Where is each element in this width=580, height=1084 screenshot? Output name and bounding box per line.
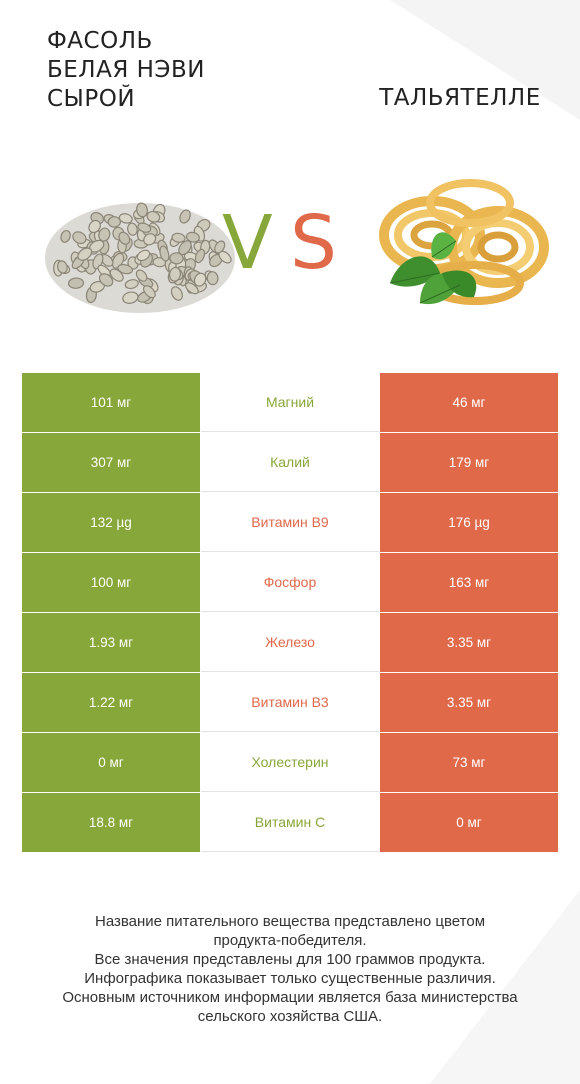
right-value-cell: 0 мг xyxy=(380,793,558,852)
left-title-line: ФАСОЛЬ xyxy=(47,28,153,54)
right-value-cell: 179 мг xyxy=(380,433,558,492)
right-product-title: ТАЛЬЯТЕЛЛЕ xyxy=(379,85,541,111)
right-value-cell: 3.35 мг xyxy=(380,613,558,672)
footer-notes: Название питательного вещества представл… xyxy=(20,912,560,1026)
right-value-cell: 3.35 мг xyxy=(380,673,558,732)
right-value-cell: 73 мг xyxy=(380,733,558,792)
nutrient-name-cell: Фосфор xyxy=(201,553,379,612)
nutrient-name-cell: Витамин C xyxy=(201,793,379,852)
comparison-row: 101 мг Магний 46 мг xyxy=(22,373,558,433)
left-value-cell: 307 мг xyxy=(22,433,200,492)
left-value-cell: 0 мг xyxy=(22,733,200,792)
tagliatelle-image xyxy=(379,179,549,305)
footer-line: Инфографика показывает только существенн… xyxy=(84,970,496,987)
comparison-row: 307 мг Калий 179 мг xyxy=(22,433,558,493)
right-value-cell: 163 мг xyxy=(380,553,558,612)
left-value-cell: 132 µg xyxy=(22,493,200,552)
left-value-cell: 18.8 мг xyxy=(22,793,200,852)
nutrient-name-cell: Холестерин xyxy=(201,733,379,792)
left-value-cell: 100 мг xyxy=(22,553,200,612)
left-title-line: БЕЛАЯ НЭВИ xyxy=(47,57,205,83)
left-value-cell: 101 мг xyxy=(22,373,200,432)
footer-line: Название питательного вещества представл… xyxy=(94,913,486,930)
vs-letter-s: S xyxy=(290,200,337,286)
vs-letter-v: V xyxy=(222,200,273,286)
left-value-cell: 1.93 мг xyxy=(22,613,200,672)
white-beans-image xyxy=(45,202,235,313)
nutrient-name-cell: Витамин B3 xyxy=(201,673,379,732)
left-title-line: СЫРОЙ xyxy=(47,86,136,112)
footer-line: продукта-победителя. xyxy=(213,932,367,949)
left-product-title: ФАСОЛЬ БЕЛАЯ НЭВИ СЫРОЙ xyxy=(47,27,237,114)
footer-line: Основным источником информации является … xyxy=(62,989,518,1006)
nutrient-name-cell: Витамин B9 xyxy=(201,493,379,552)
footer-line: сельского хозяйства США. xyxy=(197,1008,383,1025)
comparison-row: 100 мг Фосфор 163 мг xyxy=(22,553,558,613)
nutrient-name-cell: Калий xyxy=(201,433,379,492)
left-value-cell: 1.22 мг xyxy=(22,673,200,732)
footer-line: Все значения представлены для 100 граммо… xyxy=(94,951,486,968)
nutrient-name-cell: Железо xyxy=(201,613,379,672)
comparison-row: 1.22 мг Витамин B3 3.35 мг xyxy=(22,673,558,733)
comparison-row: 1.93 мг Железо 3.35 мг xyxy=(22,613,558,673)
comparison-table: 101 мг Магний 46 мг 307 мг Калий 179 мг 132 µg… xyxy=(22,373,558,853)
right-value-cell: 176 µg xyxy=(380,493,558,552)
nutrient-name-cell: Магний xyxy=(201,373,379,432)
comparison-row: 132 µg Витамин B9 176 µg xyxy=(22,493,558,553)
comparison-row: 0 мг Холестерин 73 мг xyxy=(22,733,558,793)
right-value-cell: 46 мг xyxy=(380,373,558,432)
